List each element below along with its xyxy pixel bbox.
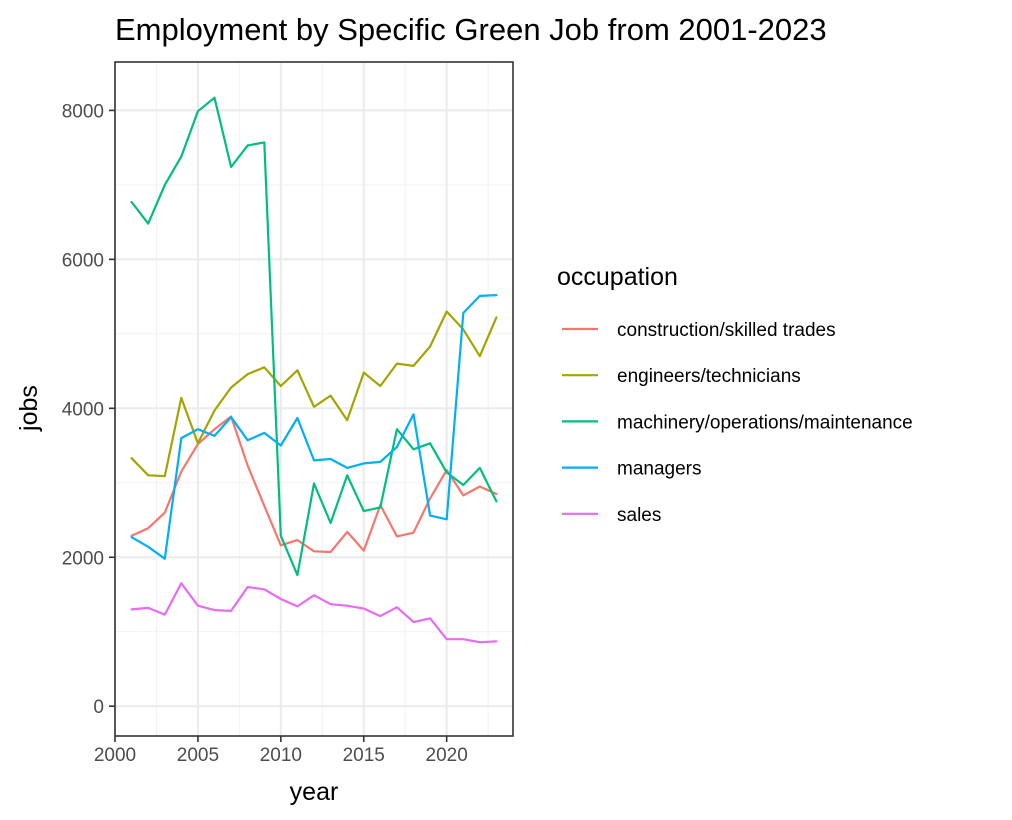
axes: 2000 2005 2010 2015 2020 0 2000 4000 6000 8000 <box>62 101 468 766</box>
y-tick-label: 4000 <box>62 399 104 420</box>
x-tick-label: 2020 <box>426 745 468 766</box>
legend-label: engineers/technicians <box>617 366 801 387</box>
legend-label: sales <box>617 505 661 526</box>
y-tick-label: 8000 <box>62 101 104 122</box>
y-axis-title: jobs <box>15 385 43 432</box>
y-tick-label: 0 <box>93 697 104 718</box>
y-tick-label: 2000 <box>62 548 104 569</box>
series-line <box>130 415 498 554</box>
x-tick-label: 2000 <box>94 745 136 766</box>
series-line <box>130 582 498 644</box>
plot-panel-border <box>114 61 514 737</box>
x-tick-label: 2015 <box>343 745 385 766</box>
x-tick-label: 2005 <box>177 745 219 766</box>
series-line <box>130 310 498 478</box>
chart-title: Employment by Specific Green Job from 20… <box>115 12 827 47</box>
legend: occupation construction/skilled trades en… <box>557 263 913 526</box>
legend-label: construction/skilled trades <box>617 320 836 341</box>
series-lines <box>130 96 498 644</box>
legend-label: managers <box>617 459 702 480</box>
series-line <box>130 96 498 577</box>
series-line <box>130 294 498 560</box>
legend-label: machinery/operations/maintenance <box>617 412 913 433</box>
y-tick-label: 6000 <box>62 250 104 271</box>
legend-title: occupation <box>557 263 678 291</box>
legend-items: construction/skilled trades engineers/tec… <box>562 320 913 526</box>
x-tick-label: 2010 <box>260 745 302 766</box>
x-axis-title: year <box>290 778 339 806</box>
grid <box>114 62 513 736</box>
